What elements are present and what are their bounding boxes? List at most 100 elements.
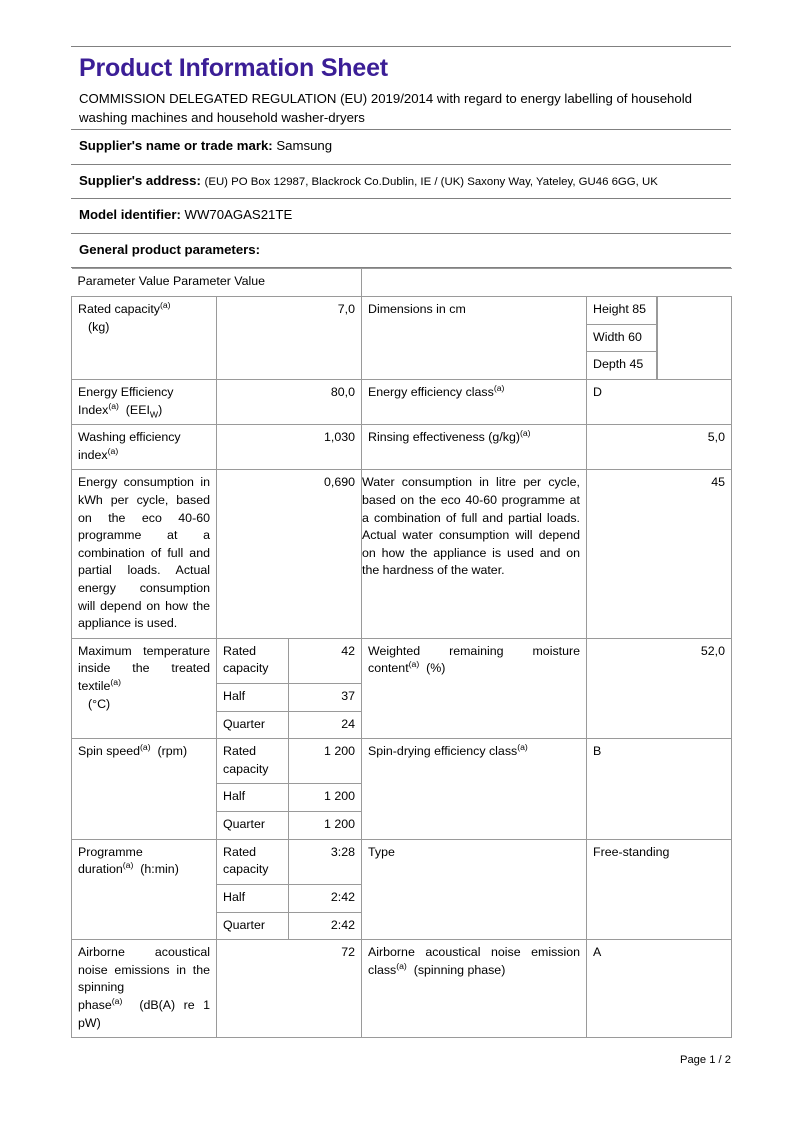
model-identifier-value: WW70AGAS21TE <box>184 207 293 223</box>
spin-speed-load-half-name: Half <box>216 783 289 813</box>
supplier-address-row: Supplier's address: (EU) PO Box 12987, B… <box>71 163 731 200</box>
row-programme-duration: Programme duration(a) (h:min) Rated capa… <box>71 838 733 941</box>
programme-duration-load-rated-value: 3:28 <box>288 838 362 885</box>
max-temp-load-quarter-value: 24 <box>288 710 362 740</box>
dimension-depth: Depth 45 <box>587 351 657 379</box>
programme-duration-label-text: Programme duration <box>78 844 143 877</box>
energy-consumption-label: Energy consumption in kWh per cycle, bas… <box>71 469 217 639</box>
airborne-noise-class-phase: (spinning phase) <box>413 962 506 977</box>
airborne-noise-class-label-text: Airborne acoustical noise emission class <box>368 945 580 977</box>
spin-drying-class-label: Spin-drying efficiency class(a) <box>361 738 587 840</box>
dimension-width: Width 60 <box>587 324 657 353</box>
spin-speed-load-half-value: 1 200 <box>288 783 362 813</box>
supplier-address-cell: Supplier's address: (EU) PO Box 12987, B… <box>71 163 731 200</box>
programme-duration-load-half-name: Half <box>216 883 289 913</box>
supplier-name-row: Supplier's name or trade mark: Samsung <box>71 129 731 165</box>
remaining-moisture-value: 52,0 <box>585 637 733 740</box>
rated-capacity-value: 7,0 <box>216 296 362 380</box>
footnote-marker-a: (a) <box>107 445 119 456</box>
washing-efficiency-value: 1,030 <box>216 424 362 471</box>
column-header-mid <box>361 268 587 298</box>
row-energy-consumption: Energy consumption in kWh per cycle, bas… <box>71 469 733 639</box>
supplier-address-value: (EU) PO Box 12987, Blackrock Co.Dublin, … <box>204 175 658 188</box>
supplier-name-value: Samsung <box>276 138 333 154</box>
water-consumption-value: 45 <box>585 469 733 639</box>
footnote-marker-a: (a) <box>108 400 119 411</box>
footnote-marker-a: (a) <box>140 742 151 753</box>
footnote-marker-a: (a) <box>110 676 121 687</box>
rinsing-effectiveness-label: Rinsing effectiveness (g/kg)(a) <box>361 424 587 471</box>
column-header-row: Parameter Value Parameter Value <box>71 268 732 298</box>
energy-consumption-value: 0,690 <box>216 469 362 639</box>
footnote-marker-a: (a) <box>493 382 505 393</box>
row-airborne-noise: Airborne acoustical noise emissions in t… <box>71 939 733 1039</box>
rated-capacity-label-text: Rated capacity <box>78 302 160 317</box>
remaining-moisture-label-text: Weighted remaining moisture content <box>368 643 580 676</box>
title-cell: Product Information Sheet COMMISSION DEL… <box>71 45 731 130</box>
programme-duration-load-rated-name: Rated capacity <box>216 838 289 885</box>
airborne-noise-class-value: A <box>585 939 733 1039</box>
type-value: Free-standing <box>585 838 733 941</box>
programme-duration-label: Programme duration(a) (h:min) <box>71 838 217 941</box>
dimension-height-value: 85 <box>632 302 647 317</box>
dimensions-label: Dimensions in cm <box>361 296 587 380</box>
spin-speed-label-text: Spin speed <box>78 744 141 759</box>
row-spin-speed: Spin speed(a) (rpm) Rated capacity 1 200… <box>71 738 733 840</box>
regulation-text: COMMISSION DELEGATED REGULATION (EU) 201… <box>79 90 692 125</box>
eei-label-line2: Index <box>78 402 109 417</box>
model-identifier-cell: Model identifier: WW70AGAS21TE <box>71 198 731 234</box>
dimensions-blank-cell <box>656 296 733 380</box>
energy-class-label: Energy efficiency class(a) <box>361 378 587 426</box>
max-temperature-unit: (°C) <box>88 696 111 711</box>
spin-speed-load-quarter-name: Quarter <box>216 811 289 840</box>
programme-duration-load-quarter-name: Quarter <box>216 911 289 941</box>
row-rated-capacity: Rated capacity(a) (kg) 7,0 Dimensions in… <box>71 296 733 380</box>
dimension-row-height: Height 85 <box>587 297 657 325</box>
max-temperature-label: Maximum temperature inside the treated t… <box>71 637 217 740</box>
airborne-noise-label: Airborne acoustical noise emissions in t… <box>71 939 217 1039</box>
dimension-depth-value: 45 <box>629 357 644 372</box>
footnote-marker-a: (a) <box>396 960 407 971</box>
eei-label: Energy Efficiency Index(a) (EEIW) <box>71 378 217 426</box>
rated-capacity-unit: (kg) <box>88 319 110 334</box>
eei-label-line1: Energy Efficiency <box>78 384 174 399</box>
row-programme-duration-half: Half 2:42 <box>72 883 732 913</box>
water-consumption-label: Water consumption in litre per cycle, ba… <box>361 469 587 639</box>
footnote-marker-a: (a) <box>517 742 528 753</box>
max-temp-load-half-value: 37 <box>288 683 362 712</box>
dimension-width-value: 60 <box>628 329 642 344</box>
dimension-row-width: Width 60 <box>587 324 657 353</box>
rinsing-effectiveness-value: 5,0 <box>585 424 733 471</box>
document-header-table: Product Information Sheet COMMISSION DEL… <box>71 45 731 269</box>
column-header-left: Parameter Value Parameter Value <box>71 268 362 298</box>
model-identifier-row: Model identifier: WW70AGAS21TE <box>71 198 731 234</box>
washing-efficiency-label: Washing efficiency index(a) <box>71 424 217 471</box>
page-title: Product Information Sheet <box>79 54 388 82</box>
title-row: Product Information Sheet COMMISSION DEL… <box>71 45 731 130</box>
supplier-address-label: Supplier's address: <box>79 172 201 188</box>
remaining-moisture-unit: (%) <box>426 661 446 676</box>
general-parameters-cell: General product parameters: <box>71 232 731 269</box>
row-spin-speed-quarter: Quarter 1 200 <box>72 811 732 840</box>
general-parameters-row: General product parameters: <box>71 232 731 269</box>
eei-symbol: (EEI <box>125 402 150 417</box>
row-max-temperature: Maximum temperature inside the treated t… <box>71 637 733 740</box>
rinsing-effectiveness-label-text: Rinsing effectiveness (g/kg) <box>368 430 520 445</box>
airborne-noise-unit: (dB(A) re 1 pW) <box>78 997 210 1030</box>
parameters-table: Parameter Value Parameter Value Rated ca… <box>71 268 733 1039</box>
eei-subscript: W <box>149 408 159 419</box>
footnote-marker-a: (a) <box>111 995 123 1006</box>
dimension-row-depth: Depth 45 <box>587 351 657 379</box>
energy-class-value: D <box>585 378 733 426</box>
max-temp-load-half-name: Half <box>216 683 289 712</box>
dimension-height-name: Height <box>593 302 629 317</box>
max-temp-load-quarter-name: Quarter <box>216 710 289 740</box>
spin-speed-unit: (rpm) <box>157 744 188 759</box>
programme-duration-load-quarter-value: 2:42 <box>288 911 362 941</box>
column-header-right <box>586 268 732 298</box>
programme-duration-load-half-value: 2:42 <box>288 883 362 913</box>
remaining-moisture-label: Weighted remaining moisture content(a) (… <box>361 637 587 740</box>
spin-speed-load-rated-value: 1 200 <box>288 738 362 785</box>
supplier-name-cell: Supplier's name or trade mark: Samsung <box>71 129 731 165</box>
dimensions-names-table: Height 85 Width 60 Depth 45 <box>587 297 657 379</box>
